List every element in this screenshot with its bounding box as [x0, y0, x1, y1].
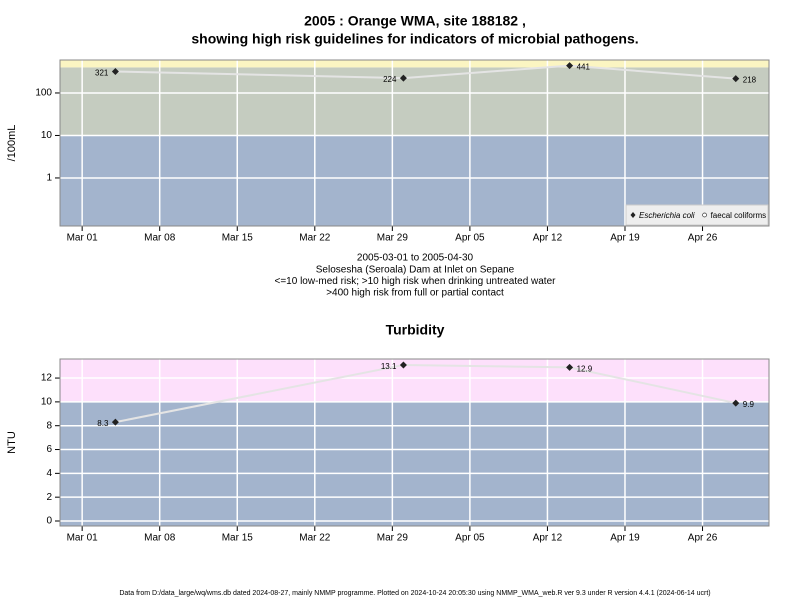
x-tick-label: Apr 05 [455, 533, 485, 544]
chart-title: showing high risk guidelines for indicat… [191, 31, 638, 47]
x-tick-label: Mar 15 [222, 533, 254, 544]
y-tick-label: 10 [41, 397, 53, 408]
x-tick-label: Mar 08 [144, 533, 176, 544]
x-tick-label: Mar 22 [299, 533, 331, 544]
x-tick-label: Mar 08 [144, 233, 176, 244]
legend-label: faecal coliforms [711, 211, 767, 220]
chart-title: 2005 : Orange WMA, site 188182 , [304, 13, 526, 29]
footer: Data from D:/data_large/wq/wms.db dated … [119, 590, 710, 597]
x-tick-label: Apr 05 [455, 233, 485, 244]
risk-band [60, 60, 769, 68]
data-point [399, 361, 407, 369]
legend-box [625, 204, 769, 226]
y-tick-label: 1 [46, 173, 52, 184]
data-point [111, 418, 119, 426]
x-tick-label: Mar 22 [299, 233, 331, 244]
y-tick-label: 100 [35, 88, 52, 99]
series-line [115, 64, 736, 80]
x-tick-label: Mar 29 [377, 533, 409, 544]
data-label: 8.3 [97, 419, 109, 428]
x-tick-label: Mar 01 [67, 233, 99, 244]
y-tick-label: 4 [46, 468, 52, 479]
plot-frame [59, 358, 770, 527]
x-tick-label: Mar 29 [377, 233, 409, 244]
data-label: 12.9 [577, 364, 593, 373]
data-label: 13.1 [381, 362, 397, 371]
y-axis-label: /100mL [6, 125, 18, 162]
y-axis-label: NTU [6, 431, 18, 454]
x-tick-label: Apr 19 [610, 533, 640, 544]
note: <=10 low-med risk; >10 high risk when dr… [275, 276, 557, 287]
data-point [111, 67, 119, 75]
x-tick-label: Apr 19 [610, 233, 640, 244]
x-tick-label: Apr 12 [533, 533, 563, 544]
data-label: 224 [383, 75, 397, 84]
y-tick-label: 12 [41, 373, 53, 384]
x-tick-label: Mar 01 [67, 533, 99, 544]
risk-band [60, 67, 769, 136]
data-label: 218 [743, 76, 757, 85]
series-line [115, 363, 736, 424]
plot-frame [59, 59, 770, 227]
legend-label: Escherichia coli [639, 211, 695, 220]
note: 2005-03-01 to 2005-04-30 [357, 253, 474, 264]
x-tick-label: Apr 26 [688, 533, 718, 544]
legend-marker [630, 212, 636, 218]
note: >400 high risk from full or partial cont… [326, 288, 504, 299]
data-label: 9.9 [743, 400, 755, 409]
data-point [566, 363, 574, 371]
data-label: 441 [577, 63, 591, 72]
y-tick-label: 2 [46, 492, 52, 503]
note: Selosesha (Seroala) Dam at Inlet on Sepa… [316, 264, 515, 275]
data-point [566, 62, 574, 70]
data-point [732, 399, 740, 407]
y-tick-label: 0 [46, 516, 52, 527]
y-tick-label: 6 [46, 444, 52, 455]
x-tick-label: Apr 26 [688, 233, 718, 244]
legend-marker [702, 212, 707, 218]
y-tick-label: 8 [46, 420, 52, 431]
risk-band [60, 401, 769, 526]
y-tick-label: 10 [41, 130, 53, 141]
x-tick-label: Apr 12 [533, 233, 563, 244]
data-point [732, 75, 740, 83]
data-point [399, 74, 407, 82]
risk-band [60, 359, 769, 402]
data-label: 321 [95, 69, 109, 78]
chart-title: Turbidity [386, 322, 445, 338]
x-tick-label: Mar 15 [222, 233, 254, 244]
